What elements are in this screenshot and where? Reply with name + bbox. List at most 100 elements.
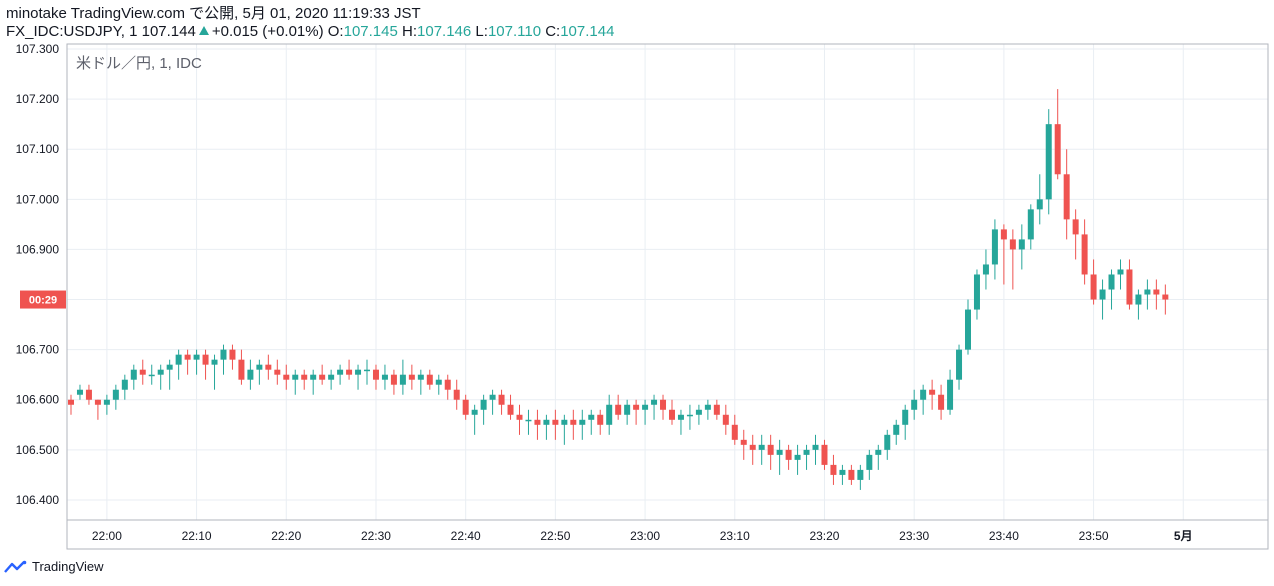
candle-body [426,374,433,385]
candle-body [525,419,532,422]
last-price: 107.144 [141,23,196,40]
open-label: O: [327,23,344,40]
candle-body [956,349,963,380]
candle-body [1081,234,1088,275]
y-tick-label: 107.000 [16,192,60,206]
candle-body [767,444,774,455]
candle-body [202,354,209,365]
candle-body [274,369,281,375]
x-tick-label: 22:50 [540,529,570,543]
candle-body [220,349,227,360]
candle-body [444,379,451,390]
publish-info: minotake TradingView.com で公開, 5月 01, 202… [6,5,421,22]
candle-body [417,374,424,380]
candle-body [471,409,478,415]
candle-body [265,364,272,370]
candle-body [839,469,846,475]
candle-body [1108,274,1115,290]
candle-body [489,394,496,400]
candle-body [507,404,514,415]
candle-body [534,419,541,425]
candle-body [310,374,317,380]
candle-body [785,449,792,460]
y-tick-label: 107.100 [16,142,60,156]
candle-body [1162,294,1169,300]
y-tick-label: 106.400 [16,493,60,507]
candle-body [821,444,828,465]
candle-body [211,359,218,365]
candle-body [462,399,469,415]
candle-body [920,389,927,400]
symbol-label: FX_IDC:USDJPY, 1 [6,23,138,40]
candle-body [480,399,487,410]
high-label: H: [402,23,418,40]
candle-body [157,369,164,375]
candle-body [642,404,649,410]
candle-body [911,399,918,410]
candle-body [1018,239,1025,250]
candle-body [247,369,254,380]
candle-body [408,374,415,380]
candle-body [615,404,622,415]
candle-body [929,389,936,395]
x-tick-label: 22:40 [451,529,481,543]
candle-body [175,354,182,365]
candle-body [498,394,505,405]
candle-body [875,449,882,455]
chart-watermark: 米ドル／円, 1, IDC [76,55,202,72]
candle-body [758,444,765,450]
y-tick-label: 107.300 [16,42,60,56]
candle-body [139,369,146,375]
high-value: 107.146 [417,23,472,40]
candle-body [85,389,92,400]
candle-body [965,309,971,350]
candle-body [1063,174,1070,220]
candle-body [579,419,586,425]
candle-body [337,369,344,375]
candle-body [301,374,308,380]
candle-body [776,449,783,455]
y-tick-label: 106.500 [16,443,60,457]
candle-body [148,374,155,377]
footer-brand[interactable]: TradingView [4,559,104,574]
candle-body [283,374,290,380]
candle-body [103,399,110,405]
candle-body [1072,219,1079,235]
candle-body [740,439,747,445]
candle-body [794,454,801,460]
candle-body [1099,289,1106,300]
candle-body [372,369,379,380]
price-badge [20,290,66,309]
candle-body [516,414,523,420]
candle-body [570,419,577,425]
candle-body [660,399,667,410]
candle-body [292,374,299,380]
candle-body [1126,269,1133,305]
open-value: 107.145 [343,23,398,40]
candle-body [606,404,613,425]
candle-body [256,364,263,370]
candle-body [1036,199,1043,210]
candle-body [381,374,388,380]
candle-body [355,369,362,375]
candle-body [704,404,711,410]
candle-body [552,419,559,425]
candle-body [130,369,137,380]
candle-body [893,424,900,435]
candle-body [695,409,702,415]
candle-body [193,354,200,360]
candle-body [686,414,693,417]
chart-axes: 107.300 107.200 107.100 107.000 106.900 106.7… [16,42,1269,550]
candle-body [1117,269,1124,275]
candle-body [947,379,954,410]
candle-body [1054,124,1061,175]
candle-body [731,424,738,440]
candle-body [543,419,550,425]
x-tick-label: 22:10 [182,529,212,543]
footer-brand-label: TradingView [32,559,104,574]
candle-body [453,389,460,400]
x-tick-label: 23:30 [899,529,929,543]
x-tick-label: 23:00 [630,529,660,543]
candle-body [1144,289,1151,295]
